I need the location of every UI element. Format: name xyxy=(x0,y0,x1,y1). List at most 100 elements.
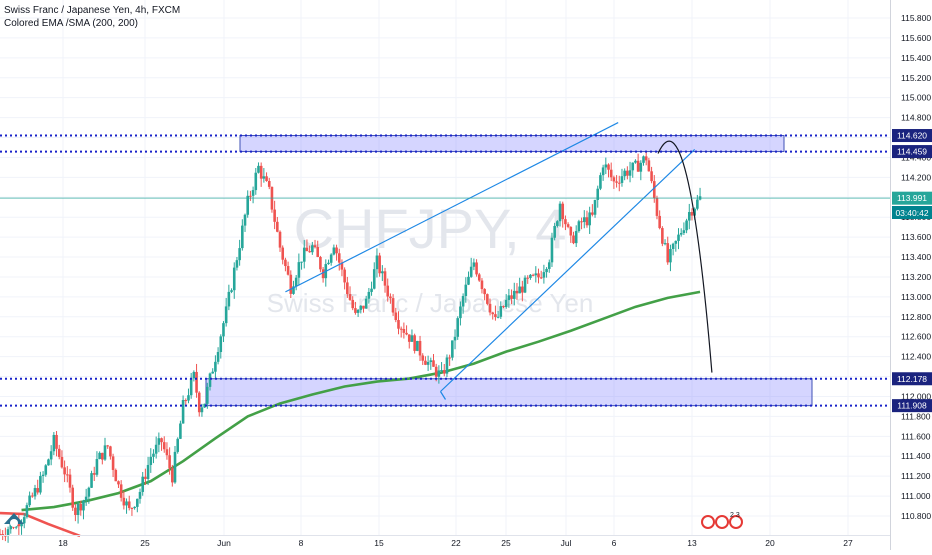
candle-body xyxy=(276,221,279,232)
candle-body xyxy=(238,248,241,261)
level-box xyxy=(892,399,932,413)
candle-body xyxy=(71,487,74,508)
candle-body xyxy=(125,501,128,506)
candle-body xyxy=(192,371,196,379)
candle-body xyxy=(133,506,136,509)
candle-body xyxy=(647,160,651,172)
candle-body xyxy=(639,162,643,172)
candle-body xyxy=(173,451,177,483)
candle-body xyxy=(499,306,503,317)
price-tick-label: 115.600 xyxy=(901,33,931,43)
candle-body xyxy=(542,272,546,278)
candle-body xyxy=(111,456,115,470)
candle-body xyxy=(203,403,206,408)
candle-body xyxy=(556,221,559,226)
candle-body xyxy=(55,434,58,449)
candle-body xyxy=(429,360,433,362)
candle-body xyxy=(582,217,586,223)
candle-body xyxy=(488,303,492,313)
candle-body xyxy=(591,212,594,215)
candle-body xyxy=(154,444,158,454)
candle-body xyxy=(195,371,198,393)
candle-body xyxy=(370,288,373,292)
candle-body xyxy=(572,235,575,244)
candle-body xyxy=(36,488,39,493)
time-tick-label: 6 xyxy=(612,538,617,548)
candle-body xyxy=(472,262,476,267)
emoji-reactions-icon[interactable]: 2 3 xyxy=(701,512,743,529)
candle-body xyxy=(313,245,317,248)
logo-icon xyxy=(4,513,24,527)
candle-body xyxy=(327,262,330,265)
candle-body xyxy=(98,452,101,459)
candle-body xyxy=(179,423,182,439)
candle-body xyxy=(249,195,252,197)
candle-body xyxy=(232,267,236,291)
candle-body xyxy=(273,209,276,222)
candle-body xyxy=(631,162,635,171)
candle-body xyxy=(399,328,403,330)
candle-body xyxy=(0,533,2,535)
candle-body xyxy=(372,269,376,289)
candle-body xyxy=(168,455,171,469)
candle-body xyxy=(130,507,134,509)
zones xyxy=(205,135,813,407)
price-tick-label: 112.600 xyxy=(901,332,931,342)
candle-body xyxy=(612,177,616,182)
candle-body xyxy=(448,357,451,359)
candle-body xyxy=(348,294,352,300)
candle-body xyxy=(564,219,567,225)
candle-body xyxy=(211,371,215,374)
candle-body xyxy=(677,234,680,241)
candle-body xyxy=(308,251,311,253)
candle-body xyxy=(453,336,457,341)
candle-body xyxy=(456,318,460,337)
candle-body xyxy=(529,274,532,278)
candle-body xyxy=(109,446,112,457)
grid xyxy=(0,0,890,535)
current-price-box xyxy=(892,191,932,205)
candle-body xyxy=(669,248,672,263)
watermark-name: Swiss Franc / Japanese Yen xyxy=(267,288,594,318)
candle-body xyxy=(84,496,88,501)
countdown-label: 03:40:42 xyxy=(895,208,928,218)
price-tick-label: 111.200 xyxy=(901,471,931,481)
candle-body xyxy=(389,296,392,299)
indicator-label: Colored EMA /SMA (200, 200) xyxy=(4,18,138,29)
price-axis[interactable]: 115.800 115.600 115.400 115.200 115.000 114.8… xyxy=(890,0,932,550)
level-lines xyxy=(0,134,890,407)
price-tick-label: 112.800 xyxy=(901,312,931,322)
candle-body xyxy=(216,352,220,362)
candle-body xyxy=(87,487,91,497)
candle-body xyxy=(663,243,667,245)
candle-body xyxy=(617,182,621,184)
candle-body xyxy=(464,284,468,297)
candle-body xyxy=(49,451,53,460)
time-tick-label: 8 xyxy=(299,538,304,548)
candle-body xyxy=(95,458,99,475)
candle-body xyxy=(346,282,349,295)
channel-upper-line xyxy=(285,122,619,293)
candle-body xyxy=(666,243,670,263)
time-axis[interactable]: 18 25 Jun 8 15 22 25 Jul 6 13 20 27 xyxy=(0,535,890,549)
time-tick-label: 18 xyxy=(58,538,68,548)
candle-body xyxy=(434,366,438,377)
candle-body xyxy=(521,286,524,293)
candle-body xyxy=(119,484,123,498)
candle-body xyxy=(650,171,653,182)
candle-body xyxy=(52,434,56,452)
candle-body xyxy=(262,176,266,179)
candle-body xyxy=(609,169,613,178)
candle-body xyxy=(356,309,360,313)
price-tick-label: 115.800 xyxy=(901,13,931,23)
candle-body xyxy=(569,226,573,236)
candle-body xyxy=(101,452,104,460)
candle-body xyxy=(117,481,120,485)
candle-body xyxy=(329,254,333,263)
candle-body xyxy=(469,266,473,277)
level-label: 111.908 xyxy=(897,401,927,411)
candle-body xyxy=(596,188,600,200)
candle-body xyxy=(311,245,314,253)
